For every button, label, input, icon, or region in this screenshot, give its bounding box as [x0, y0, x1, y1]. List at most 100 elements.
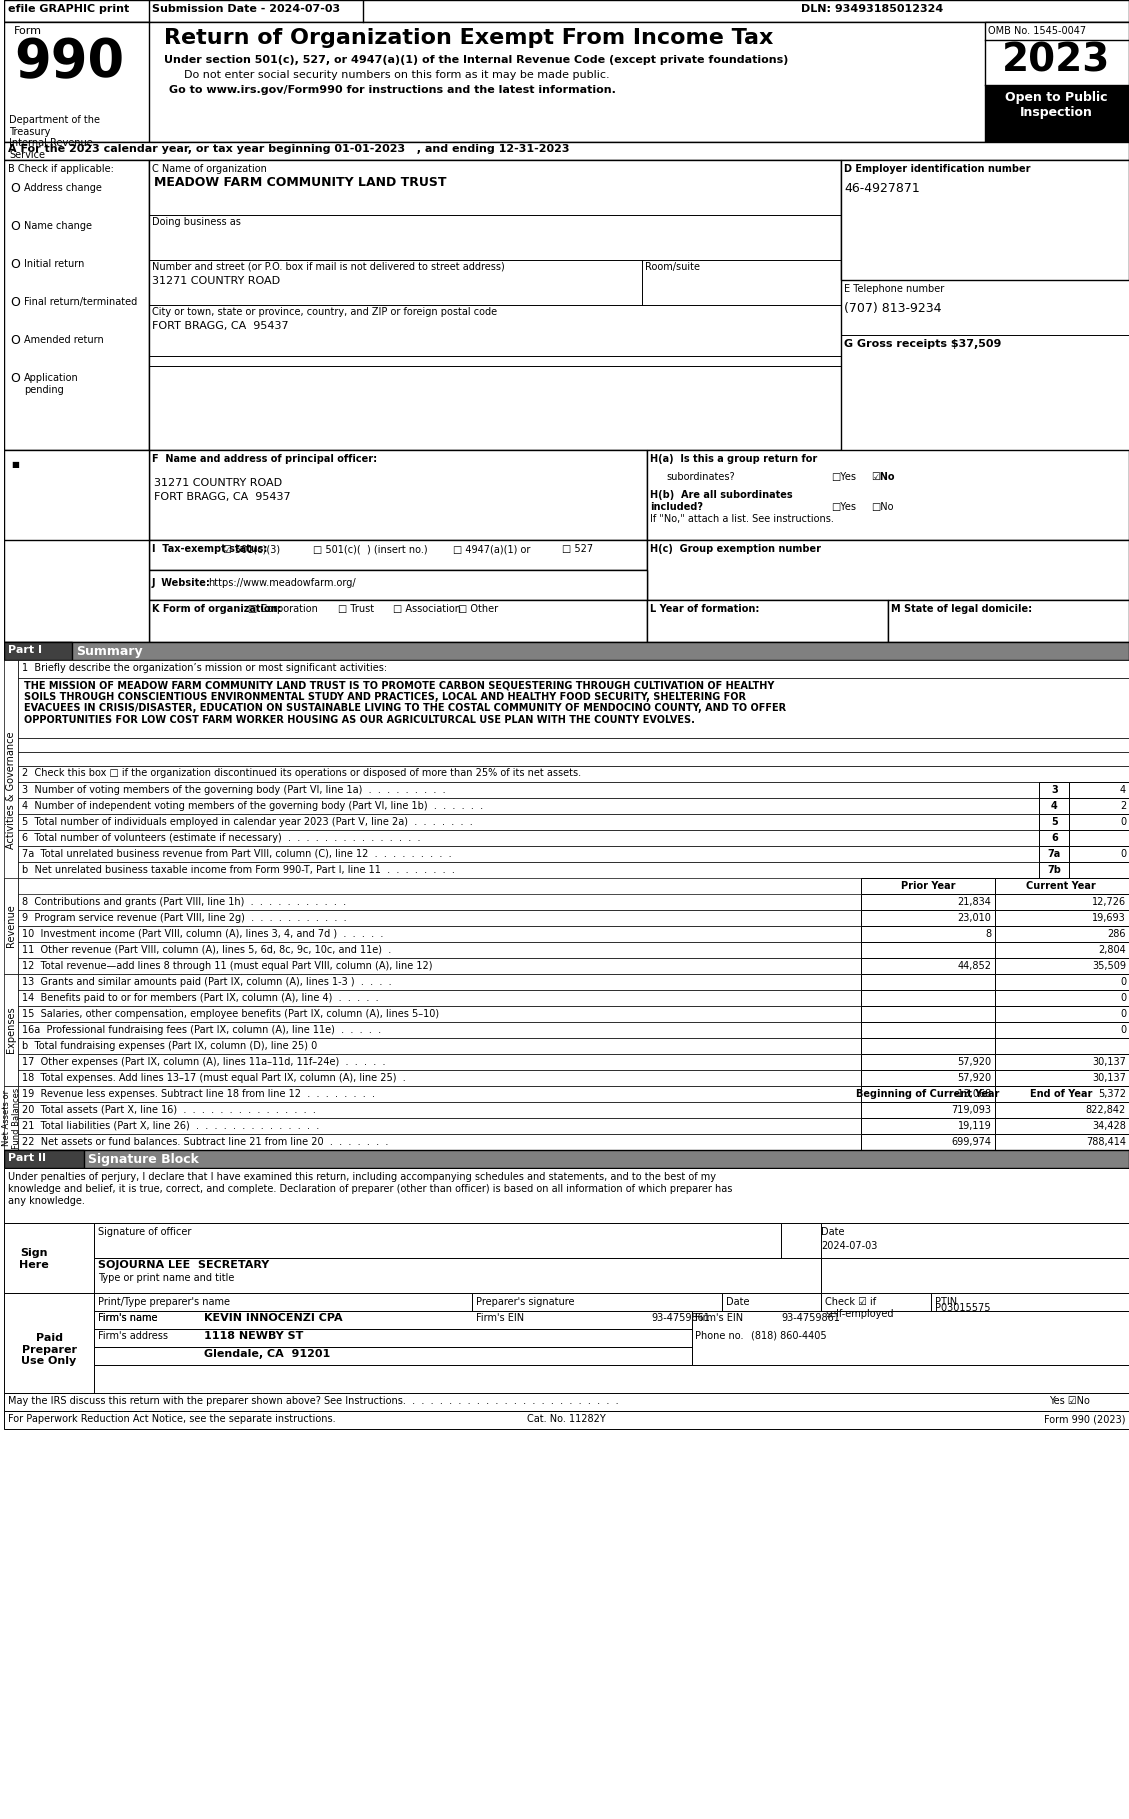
Text: knowledge and belief, it is true, correct, and complete. Declaration of preparer: knowledge and belief, it is true, correc… — [8, 1184, 733, 1193]
Text: https://www.meadowfarm.org/: https://www.meadowfarm.org/ — [209, 578, 356, 588]
Text: Room/suite: Room/suite — [645, 262, 700, 273]
Bar — [18, 910, 861, 926]
Text: O: O — [10, 182, 20, 195]
Bar — [5, 642, 1129, 660]
Bar — [18, 990, 861, 1006]
Text: 21,834: 21,834 — [957, 897, 991, 908]
Bar — [5, 660, 18, 920]
Bar — [1069, 813, 1129, 829]
Text: 19,119: 19,119 — [957, 1121, 991, 1131]
Bar — [861, 1053, 995, 1070]
Text: 23,010: 23,010 — [957, 913, 991, 922]
Text: 5: 5 — [1051, 817, 1058, 828]
Text: F  Name and address of principal officer:: F Name and address of principal officer: — [151, 455, 377, 464]
Text: 12,726: 12,726 — [1092, 897, 1126, 908]
Text: 6: 6 — [1051, 833, 1058, 842]
Text: DLN: 93493185012324: DLN: 93493185012324 — [802, 4, 944, 15]
Text: Under penalties of perjury, I declare that I have examined this return, includin: Under penalties of perjury, I declare th… — [8, 1171, 716, 1182]
Bar — [94, 1311, 692, 1330]
Text: 6  Total number of volunteers (estimate if necessary)  .  .  .  .  .  .  .  .  .: 6 Total number of volunteers (estimate i… — [23, 833, 421, 842]
Text: Form 990 (2023): Form 990 (2023) — [1043, 1413, 1124, 1424]
Text: Signature Block: Signature Block — [88, 1153, 199, 1166]
Text: 18  Total expenses. Add lines 13–17 (must equal Part IX, column (A), line 25)  .: 18 Total expenses. Add lines 13–17 (must… — [23, 1073, 406, 1082]
Text: 57,920: 57,920 — [957, 1073, 991, 1082]
Text: Activities & Governance: Activities & Governance — [7, 731, 16, 849]
Text: 0: 0 — [1120, 993, 1126, 1002]
Bar — [5, 160, 149, 449]
Bar — [18, 1006, 861, 1022]
Bar — [18, 926, 861, 942]
Text: Firm's EIN: Firm's EIN — [476, 1313, 525, 1322]
Text: any knowledge.: any knowledge. — [8, 1197, 85, 1206]
Bar — [984, 85, 1129, 142]
Text: C Name of organization: C Name of organization — [151, 164, 266, 175]
Bar — [995, 1086, 1129, 1102]
Text: Firm's name: Firm's name — [98, 1313, 157, 1322]
Text: Form: Form — [15, 25, 42, 36]
Text: H(b)  Are all subordinates
included?: H(b) Are all subordinates included? — [650, 489, 793, 511]
Text: 2024-07-03: 2024-07-03 — [821, 1241, 877, 1251]
Bar — [861, 1102, 995, 1119]
Bar — [861, 973, 995, 990]
Bar — [18, 1133, 861, 1150]
Text: □ Corporation: □ Corporation — [248, 604, 318, 615]
Text: 286: 286 — [1108, 930, 1126, 939]
Text: O: O — [10, 335, 20, 347]
Bar — [5, 1412, 1129, 1430]
Text: □ Trust: □ Trust — [338, 604, 374, 615]
Text: Phone no.: Phone no. — [694, 1332, 743, 1341]
Bar — [5, 1168, 1129, 1222]
Text: 21  Total liabilities (Part X, line 26)  .  .  .  .  .  .  .  .  .  .  .  .  .  : 21 Total liabilities (Part X, line 26) .… — [23, 1121, 320, 1131]
Text: 34,428: 34,428 — [1092, 1121, 1126, 1131]
Text: 7b: 7b — [1048, 866, 1061, 875]
Text: Firm's name: Firm's name — [98, 1313, 157, 1322]
Text: Check ☑ if
self-employed: Check ☑ if self-employed — [825, 1297, 894, 1319]
Bar — [861, 942, 995, 959]
Bar — [995, 990, 1129, 1006]
Bar — [1069, 799, 1129, 813]
Text: 19  Revenue less expenses. Subtract line 18 from line 12  .  .  .  .  .  .  .  .: 19 Revenue less expenses. Subtract line … — [23, 1090, 375, 1099]
Bar — [18, 862, 1040, 879]
Text: Signature of officer: Signature of officer — [98, 1228, 191, 1237]
Bar — [861, 1119, 995, 1133]
Text: Amended return: Amended return — [24, 335, 104, 346]
Text: Prior Year: Prior Year — [901, 880, 955, 891]
Text: Revenue: Revenue — [7, 904, 16, 948]
Text: 13  Grants and similar amounts paid (Part IX, column (A), lines 1-3 )  .  .  .  : 13 Grants and similar amounts paid (Part… — [23, 977, 392, 988]
Text: KEVIN INNOCENZI CPA: KEVIN INNOCENZI CPA — [203, 1313, 342, 1322]
Text: Go to www.irs.gov/Form990 for instructions and the latest information.: Go to www.irs.gov/Form990 for instructio… — [168, 85, 615, 95]
Text: PTIN: PTIN — [935, 1297, 957, 1308]
Bar — [18, 893, 861, 910]
Bar — [995, 1070, 1129, 1086]
Bar — [5, 449, 149, 569]
Text: Firm's EIN: Firm's EIN — [694, 1313, 743, 1322]
Bar — [18, 1039, 861, 1053]
Bar — [5, 142, 1129, 160]
Text: 11  Other revenue (Part VIII, column (A), lines 5, 6d, 8c, 9c, 10c, and 11e)  .: 11 Other revenue (Part VIII, column (A),… — [23, 946, 392, 955]
Bar — [861, 910, 995, 926]
Bar — [18, 1022, 861, 1039]
Text: 19,693: 19,693 — [1092, 913, 1126, 922]
Text: b  Net unrelated business taxable income from Form 990-T, Part I, line 11  .  . : b Net unrelated business taxable income … — [23, 866, 455, 875]
Bar — [995, 1102, 1129, 1119]
Text: 0: 0 — [1120, 1010, 1126, 1019]
Bar — [647, 540, 1129, 600]
Text: Date: Date — [726, 1297, 749, 1308]
Text: K Form of organization:: K Form of organization: — [151, 604, 281, 615]
Text: FORT BRAGG, CA  95437: FORT BRAGG, CA 95437 — [151, 320, 288, 331]
Text: Paid
Preparer
Use Only: Paid Preparer Use Only — [21, 1333, 77, 1366]
Bar — [18, 678, 1129, 739]
Text: □ 4947(a)(1) or: □ 4947(a)(1) or — [453, 544, 530, 555]
Bar — [861, 1022, 995, 1039]
Text: G Gross receipts $37,509: G Gross receipts $37,509 — [844, 338, 1001, 349]
Bar — [5, 1293, 94, 1393]
Text: 46-4927871: 46-4927871 — [844, 182, 920, 195]
Text: Submission Date - 2024-07-03: Submission Date - 2024-07-03 — [151, 4, 340, 15]
Text: 2: 2 — [1120, 800, 1126, 811]
Text: MEADOW FARM COMMUNITY LAND TRUST: MEADOW FARM COMMUNITY LAND TRUST — [154, 176, 446, 189]
Text: OMB No. 1545-0047: OMB No. 1545-0047 — [988, 25, 1086, 36]
Text: □ Other: □ Other — [457, 604, 498, 615]
Bar — [18, 799, 1040, 813]
Bar — [94, 1222, 781, 1259]
Bar — [984, 22, 1129, 142]
